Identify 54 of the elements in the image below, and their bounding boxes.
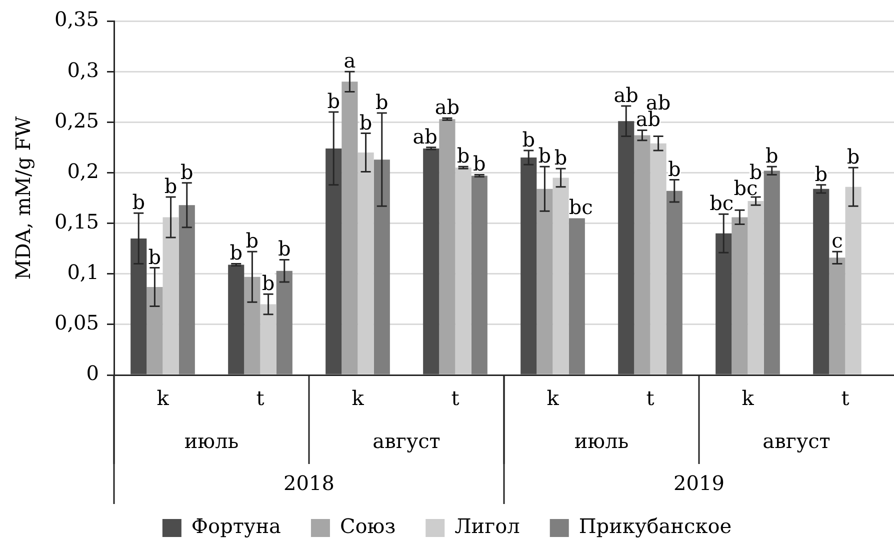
x-tick-label: t (451, 386, 460, 410)
data-label: c (832, 228, 843, 253)
legend-label: Прикубанское (578, 514, 732, 538)
y-tick-label: 0,1 (67, 260, 99, 284)
data-label: b (327, 89, 340, 114)
legend-label: Лигол (454, 514, 520, 538)
text: июль (184, 429, 239, 454)
data-label: b (359, 110, 372, 134)
data-label: bc (710, 191, 734, 216)
data-label: ab (614, 82, 638, 107)
data-label: b (765, 144, 778, 168)
x-tick-label: t (646, 386, 654, 410)
x-tick-label: k (156, 386, 170, 410)
x-tick-label: k (742, 386, 755, 410)
data-label: b (278, 236, 291, 261)
data-label: bc (568, 195, 593, 220)
data-label: b (814, 162, 828, 186)
data-label: b (554, 146, 568, 170)
x-tick-label: k (546, 386, 560, 410)
y-tick-label: 0,25 (54, 108, 99, 132)
data-label: b (456, 144, 470, 168)
y-tick-label: 0,35 (54, 7, 99, 32)
data-label: b (230, 240, 243, 265)
data-label: ab (434, 95, 460, 120)
data-label: b (846, 144, 860, 169)
data-label: ab (412, 124, 438, 148)
text: август (372, 429, 440, 454)
data-label: b (132, 190, 146, 214)
text: июль (574, 429, 629, 454)
data-label: b (180, 160, 194, 184)
legend-label: Фортуна (191, 514, 282, 538)
data-label: b (472, 152, 486, 176)
data-label: b (668, 156, 681, 181)
data-label: b (375, 90, 388, 114)
text: 2018 (284, 471, 334, 496)
data-label: b (522, 127, 536, 152)
data-label: b (148, 244, 162, 269)
text: 2019 (674, 471, 724, 496)
y-tick-label: 0,05 (54, 310, 99, 335)
data-label: a (344, 48, 356, 73)
x-tick-label: k (352, 386, 365, 410)
data-label: b (164, 174, 178, 198)
data-label: b (262, 271, 275, 296)
text: август (762, 429, 830, 454)
x-tick-label: t (256, 386, 264, 410)
y-tick-label: 0,3 (67, 58, 99, 82)
data-label: b (538, 144, 552, 168)
legend-label: Союз (340, 514, 396, 538)
data-label: b (246, 228, 259, 253)
y-tick-label: 0,2 (67, 158, 99, 183)
y-tick-label: 0,15 (54, 209, 99, 234)
x-tick-label: t (841, 386, 850, 410)
y-axis-title: MDA, mM/g FW (11, 116, 36, 280)
y-tick-label: 0 (86, 361, 99, 386)
